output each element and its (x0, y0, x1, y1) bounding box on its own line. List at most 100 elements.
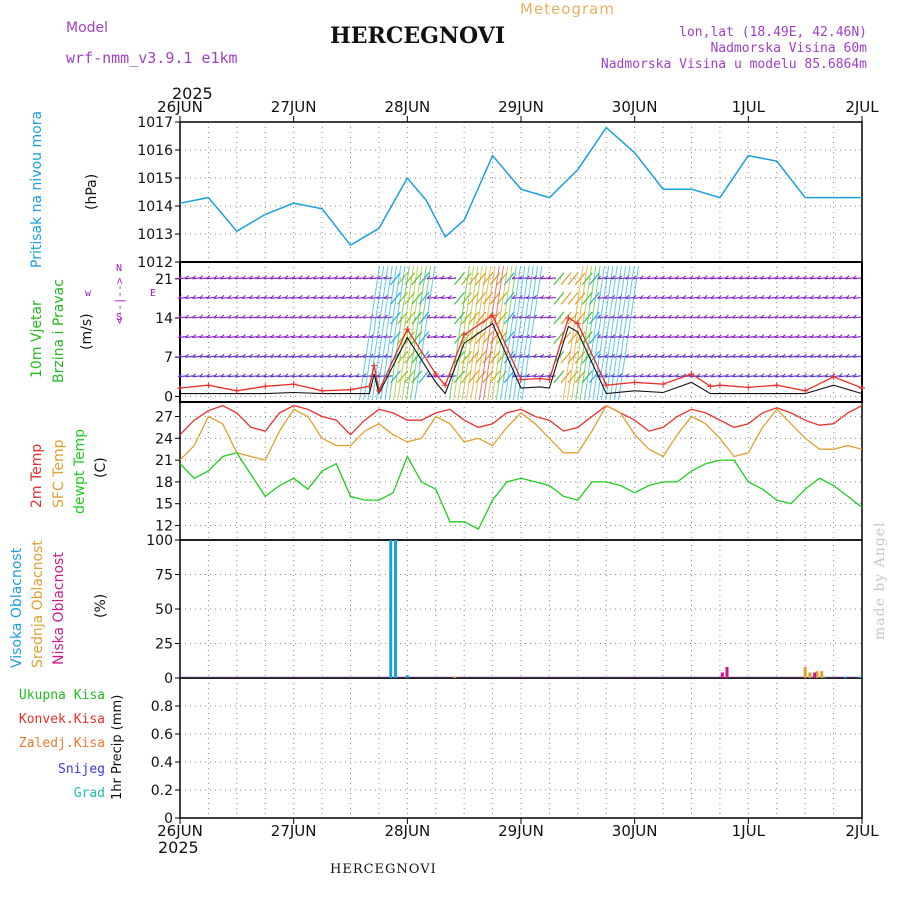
wind-barb (299, 336, 308, 339)
wind-speed-point (518, 376, 524, 383)
wind-barb (553, 331, 565, 344)
wind-barb (796, 334, 800, 338)
wind-barb (696, 316, 706, 319)
wind-barb (177, 275, 182, 280)
wind-barb (668, 355, 677, 358)
wind-barb (639, 314, 644, 319)
year-bottom: 2025 (158, 838, 199, 857)
wind-barb (228, 296, 237, 299)
wind-barb (540, 277, 549, 280)
wind-speed-point (432, 371, 439, 377)
wind-barb (320, 334, 324, 338)
wind-barb (596, 265, 618, 401)
wind-barb (475, 292, 487, 305)
wind-speed-point (565, 315, 572, 321)
wind-barb (533, 295, 537, 299)
wind-barb (639, 295, 644, 299)
wind-barb (852, 373, 857, 378)
wind-barb (291, 375, 301, 378)
wind-barb (853, 296, 862, 299)
wind-barb (363, 336, 372, 339)
wind-barb (717, 295, 722, 299)
y-tick-label: 15 (155, 497, 173, 513)
compass-n: N (116, 263, 123, 274)
x-tick-label: 1JUL (732, 822, 766, 840)
wind-barb (192, 355, 201, 358)
wind-barb (682, 334, 687, 338)
wind-barb (327, 355, 336, 358)
wind-barb (853, 336, 862, 339)
wind-barb (788, 275, 793, 280)
wind-barb (753, 316, 762, 319)
wind-barb (447, 314, 452, 319)
wind-barb (526, 316, 535, 319)
wind-barb (689, 334, 694, 338)
wind-barb (320, 375, 329, 378)
wind-barb (789, 277, 798, 280)
wind-barb (242, 296, 251, 299)
wind-barb (227, 334, 232, 338)
wind-barb (581, 311, 593, 325)
wind-barb (640, 277, 649, 280)
page-title: HERCEGNOVI (330, 23, 506, 49)
wind-barb (718, 277, 727, 280)
wind-barb (646, 334, 651, 338)
wind-barb (291, 316, 301, 319)
wind-barb (710, 295, 715, 299)
y-tick-label: 0.8 (151, 699, 173, 715)
wind-barb (270, 316, 279, 319)
wind-barb (675, 336, 684, 339)
wind-barb (249, 296, 258, 299)
wind-barb (852, 334, 857, 338)
wind-barb (441, 316, 450, 319)
wind-barb (213, 375, 222, 378)
wind-barb (710, 334, 715, 338)
wind-barb (838, 353, 843, 358)
wind-barb (242, 277, 251, 280)
wind-barb (393, 265, 415, 401)
wind-barb (824, 353, 829, 358)
wind-barb (298, 314, 303, 319)
wind-barb (746, 295, 751, 299)
wind-barb (574, 350, 586, 364)
wind-barb (739, 334, 743, 338)
wind-barb (348, 314, 353, 319)
wind-barb (781, 314, 786, 319)
wind-barb (640, 316, 649, 319)
wind-barb (426, 296, 436, 299)
wind-barb (228, 336, 237, 339)
wind-barb (441, 375, 450, 378)
wind-barb (810, 375, 819, 378)
wind-barb (696, 355, 706, 358)
wind-barb (789, 296, 798, 299)
wind-barb (767, 336, 777, 339)
wind-barb (277, 336, 286, 339)
wind-barb (457, 265, 479, 401)
wind-barb (327, 277, 336, 280)
wind-barb (362, 295, 367, 299)
wind-barb (817, 355, 826, 358)
wind-barb (468, 350, 480, 364)
wind-barb (433, 295, 438, 299)
y-tick-label: 18 (155, 475, 173, 491)
wind-barb (355, 296, 365, 299)
wind-barb (241, 295, 246, 299)
wind-barb (313, 336, 322, 339)
wind-barb (185, 375, 194, 378)
model-label: Model (66, 20, 109, 36)
wind-barb (199, 355, 208, 358)
wind-barb (320, 373, 324, 378)
wind-speed-point (375, 387, 382, 394)
wind-barb (199, 334, 204, 338)
wind-barb (553, 370, 565, 384)
wind-barb (782, 355, 791, 358)
wind-barb (575, 265, 597, 401)
wind-barb (370, 336, 379, 339)
wind-speed-point (546, 376, 553, 383)
wind-barb (547, 296, 556, 299)
y-tick-label: 0 (164, 389, 173, 405)
wind-barb (433, 334, 438, 338)
model-name: wrf-nmm_v3.9.1 e1km (66, 49, 238, 67)
y-tick-label: 21 (155, 272, 173, 288)
wind-barb (618, 314, 623, 319)
